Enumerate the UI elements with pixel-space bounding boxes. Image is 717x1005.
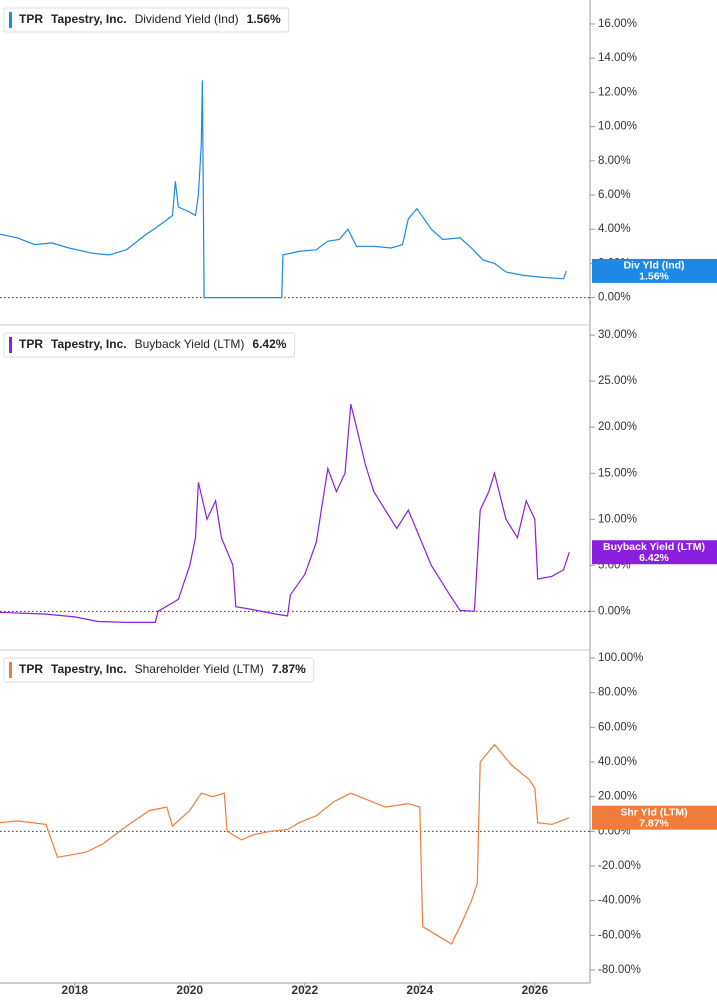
- legend-company: Tapestry, Inc.: [51, 662, 127, 676]
- series-line: [0, 743, 570, 945]
- badge-label: Div Yld (Ind): [623, 260, 684, 272]
- badge-label: Shr Yld (LTM): [620, 806, 687, 818]
- y-tick-label: 10.00%: [598, 121, 637, 133]
- legend-series-name: Buyback Yield (LTM): [135, 337, 245, 351]
- y-tick-label: 12.00%: [598, 86, 637, 98]
- x-tick-label: 2018: [61, 983, 88, 997]
- legend: TPR Tapestry, Inc. Shareholder Yield (LTM)…: [3, 657, 315, 683]
- badge-value: 1.56%: [639, 271, 669, 283]
- legend-ticker: TPR: [19, 337, 43, 351]
- legend-value: 1.56%: [247, 12, 281, 26]
- legend-box: [3, 657, 315, 683]
- x-tick-label: 2026: [521, 983, 548, 997]
- legend-swatch: [9, 12, 12, 28]
- value-badge: [592, 805, 717, 830]
- y-tick-label: 80.00%: [598, 687, 637, 699]
- y-tick-label: 20.00%: [598, 791, 637, 803]
- legend-box: [3, 332, 295, 358]
- y-tick-label: 8.00%: [598, 155, 631, 167]
- y-tick-label: 6.00%: [598, 189, 631, 201]
- legend-company: Tapestry, Inc.: [51, 337, 127, 351]
- y-tick-label: 25.00%: [598, 375, 637, 387]
- y-tick-label: 0.00%: [598, 605, 631, 617]
- legend-series-name: Dividend Yield (Ind): [135, 12, 239, 26]
- series-line: [0, 80, 567, 299]
- y-tick-label: 60.00%: [598, 721, 637, 733]
- legend-series-name: Shareholder Yield (LTM): [135, 662, 264, 676]
- value-badge: [592, 540, 717, 565]
- x-tick-label: 2022: [291, 983, 318, 997]
- y-tick-label: 4.00%: [598, 223, 631, 235]
- legend: TPR Tapestry, Inc. Buyback Yield (LTM) 6.42…: [3, 332, 295, 358]
- series-line: [0, 404, 570, 623]
- legend-ticker: TPR: [19, 12, 43, 26]
- y-tick-label: 30.00%: [598, 329, 637, 341]
- value-badge: [592, 258, 717, 283]
- y-tick-label: -60.00%: [598, 929, 641, 941]
- legend-swatch: [9, 337, 12, 353]
- y-tick-label: -80.00%: [598, 964, 641, 976]
- legend-ticker: TPR: [19, 662, 43, 676]
- y-tick-label: 16.00%: [598, 18, 637, 30]
- legend-value: 7.87%: [272, 662, 306, 676]
- y-tick-label: -40.00%: [598, 895, 641, 907]
- x-tick-label: 2020: [176, 983, 203, 997]
- y-tick-label: 14.00%: [598, 52, 637, 64]
- badge-value: 7.87%: [639, 817, 669, 829]
- y-tick-label: 100.00%: [598, 652, 643, 664]
- y-tick-label: 0.00%: [598, 292, 631, 304]
- legend-company: Tapestry, Inc.: [51, 12, 127, 26]
- y-tick-label: 15.00%: [598, 467, 637, 479]
- y-tick-label: 10.00%: [598, 513, 637, 525]
- legend-value: 6.42%: [252, 337, 286, 351]
- badge-value: 6.42%: [639, 552, 669, 564]
- badge-label: Buyback Yield (LTM): [603, 541, 705, 553]
- y-tick-label: -20.00%: [598, 860, 641, 872]
- x-tick-label: 2024: [406, 983, 433, 997]
- legend: TPR Tapestry, Inc. Dividend Yield (Ind) 1.5…: [3, 7, 290, 33]
- legend-box: [3, 7, 290, 33]
- legend-swatch: [9, 662, 12, 678]
- y-tick-label: 40.00%: [598, 756, 637, 768]
- y-tick-label: 20.00%: [598, 421, 637, 433]
